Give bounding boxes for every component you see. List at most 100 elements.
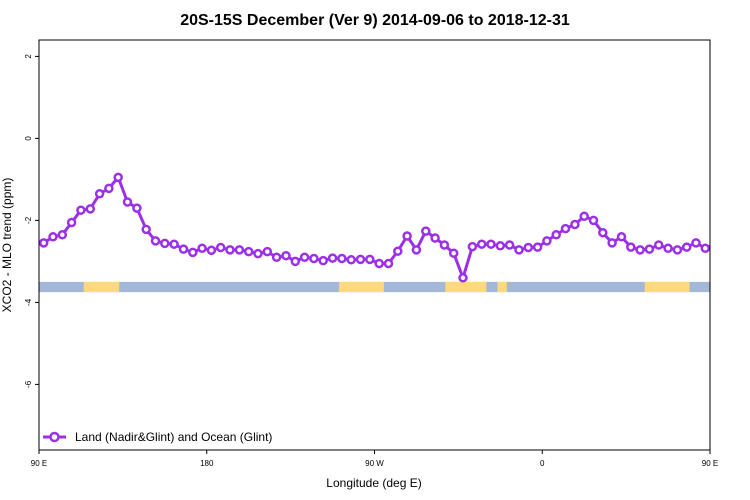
data-point xyxy=(523,242,534,253)
data-point xyxy=(598,227,608,238)
data-point xyxy=(374,258,384,269)
data-point xyxy=(626,242,636,252)
data-point xyxy=(169,239,179,249)
data-point xyxy=(579,211,589,222)
data-point xyxy=(393,246,403,256)
land-band-segment xyxy=(83,281,120,293)
y-tick-label: 0 xyxy=(24,136,33,141)
y-tick-label: -6 xyxy=(24,380,33,388)
data-point xyxy=(383,258,394,269)
data-point xyxy=(653,240,664,250)
data-point xyxy=(215,242,226,253)
data-point xyxy=(57,230,68,240)
data-point xyxy=(672,245,683,255)
data-point xyxy=(290,256,301,267)
data-point xyxy=(448,248,459,258)
data-point xyxy=(253,248,263,259)
data-point xyxy=(635,245,645,255)
y-axis-label: XCO2 - MLO trend (ppm) xyxy=(0,178,14,313)
data-point xyxy=(730,231,737,238)
x-tick-label: 90 W xyxy=(365,459,384,468)
land-band-segment xyxy=(445,281,487,293)
data-point xyxy=(206,245,217,256)
data-point xyxy=(309,253,319,264)
data-point xyxy=(551,230,561,240)
y-tick-label: -2 xyxy=(24,216,33,224)
data-point xyxy=(318,255,328,266)
data-point xyxy=(281,250,291,261)
data-point xyxy=(616,232,627,242)
data-point xyxy=(355,254,366,265)
data-point xyxy=(104,183,114,194)
data-point xyxy=(458,273,468,283)
data-point xyxy=(709,243,710,245)
data-point xyxy=(486,239,496,249)
x-tick-label: 180 xyxy=(200,459,214,468)
data-point xyxy=(739,219,746,226)
data-point xyxy=(476,239,487,249)
data-point xyxy=(225,245,235,255)
data-point xyxy=(141,224,151,235)
y-axis: 2 0 -2 -4 -6 xyxy=(24,54,39,388)
data-point xyxy=(402,231,412,241)
data-point xyxy=(197,243,207,254)
land-band-segment xyxy=(497,281,507,293)
data-point xyxy=(430,233,440,243)
chart-title: 20S-15S December (Ver 9) 2014-09-06 to 2… xyxy=(180,12,570,29)
data-point xyxy=(514,245,524,255)
data-point xyxy=(113,172,123,183)
data-point xyxy=(160,238,170,249)
data-point xyxy=(607,238,617,248)
data-point xyxy=(150,236,161,246)
data-point xyxy=(365,254,375,265)
legend-marker xyxy=(49,431,60,443)
data-point xyxy=(700,243,710,254)
data-point xyxy=(411,245,422,255)
data-point xyxy=(234,245,245,255)
land-band-segment xyxy=(644,281,690,293)
data-point xyxy=(262,246,273,257)
y-tick-label: 2 xyxy=(24,54,33,59)
data-point xyxy=(421,226,431,236)
data-point xyxy=(542,236,552,246)
data-point xyxy=(94,189,105,199)
data-point xyxy=(271,252,282,263)
data-point xyxy=(663,243,673,254)
x-tick-label: 90 E xyxy=(31,459,47,468)
x-axis-label: Longitude (deg E) xyxy=(326,476,421,490)
data-point xyxy=(439,240,450,250)
land-band-segment xyxy=(339,281,384,293)
legend-label: Land (Nadir&Glint) and Ocean (Glint) xyxy=(75,430,272,444)
data-point xyxy=(467,241,478,252)
data-point xyxy=(588,215,599,226)
y-tick-label: -4 xyxy=(24,298,33,306)
x-tick-label: 90 E xyxy=(702,459,718,468)
x-axis: 90 E 180 90 W 0 90 E xyxy=(31,450,718,468)
data-point xyxy=(132,203,142,213)
data-point xyxy=(560,223,571,234)
data-point xyxy=(337,253,347,264)
data-point xyxy=(39,238,49,248)
data-point xyxy=(327,253,338,263)
data-point xyxy=(504,240,515,250)
data-point xyxy=(532,242,543,252)
data-point xyxy=(66,217,77,228)
data-point xyxy=(495,241,506,251)
surface-band xyxy=(39,281,710,293)
data-point xyxy=(178,244,189,254)
legend: Land (Nadir&Glint) and Ocean (Glint) xyxy=(43,430,272,444)
data-point xyxy=(691,238,701,248)
data-point xyxy=(76,205,86,215)
data-point xyxy=(122,197,133,207)
data-point xyxy=(681,242,692,252)
data-point xyxy=(188,247,198,258)
data-point xyxy=(644,244,655,254)
data-point xyxy=(48,232,58,242)
x-tick-label: 0 xyxy=(540,459,545,468)
data-point xyxy=(299,252,310,263)
data-point xyxy=(85,204,96,214)
data-point xyxy=(346,255,356,265)
data-point xyxy=(243,246,254,257)
series-layer xyxy=(39,172,746,283)
